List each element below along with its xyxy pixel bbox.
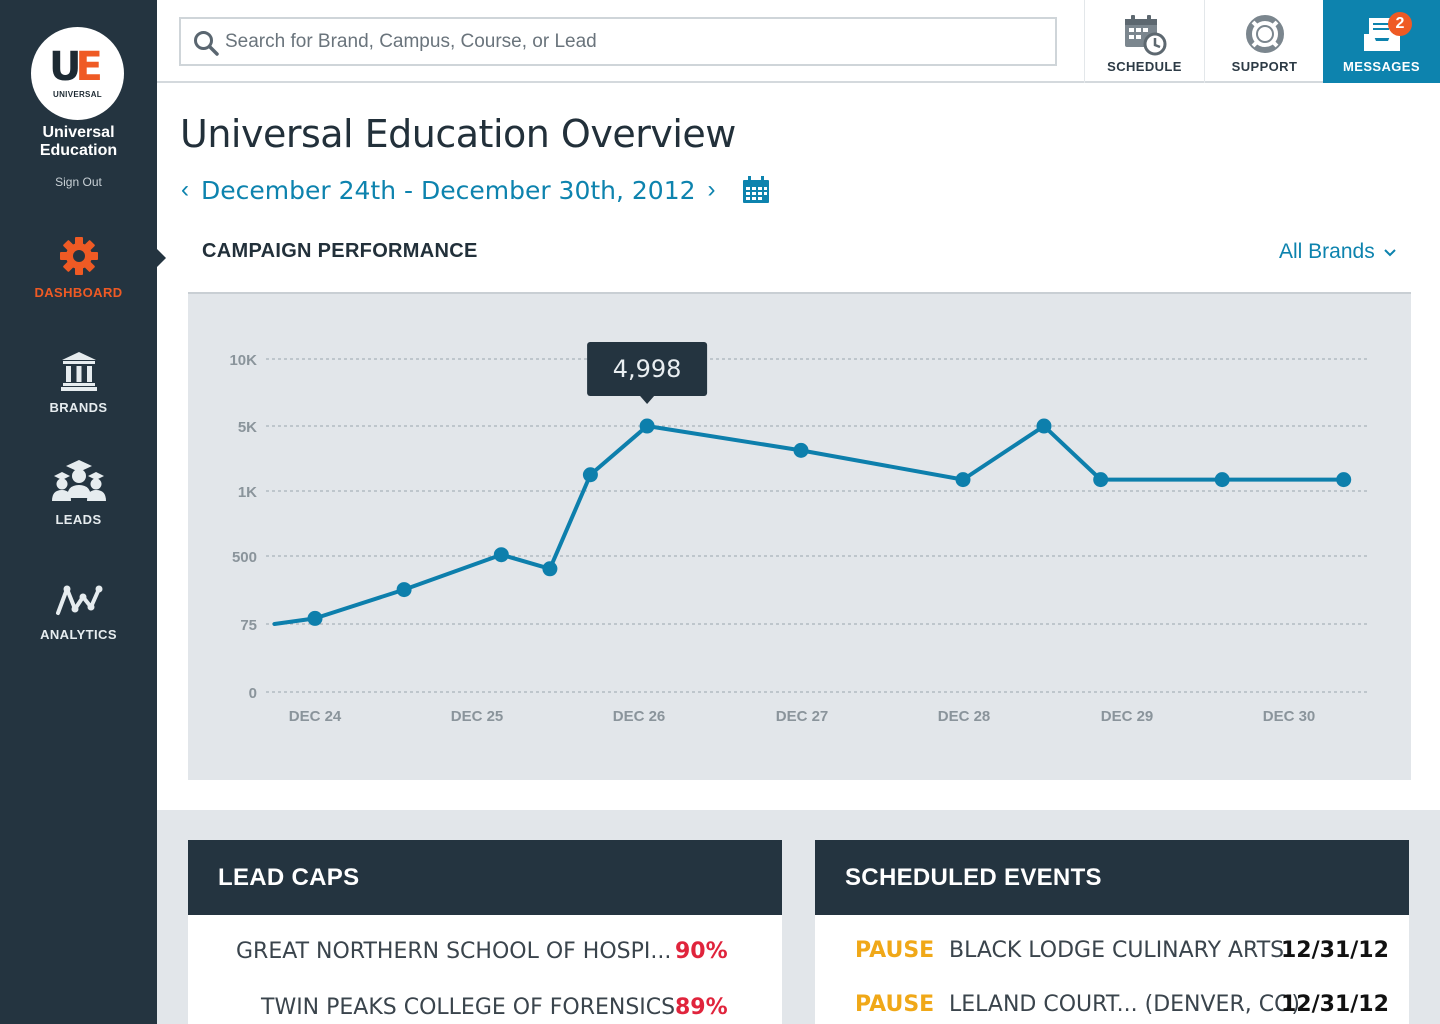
tooltip-pointer: [640, 396, 655, 405]
series-line: [272, 424, 1346, 626]
sidebar-item-label: ANALYTICS: [40, 627, 117, 642]
y-tick-label: 500: [232, 549, 257, 566]
schedule-label: SCHEDULE: [1107, 59, 1182, 74]
event-action: PAUSE: [855, 992, 935, 1017]
data-point: [1336, 472, 1352, 488]
page-title: Universal Education Overview: [180, 112, 736, 156]
logo-subtitle: UNIVERSAL: [53, 90, 102, 99]
cap-percentage: 89%: [675, 995, 728, 1020]
logo-mark: UE: [49, 44, 103, 90]
sidebar: UE UNIVERSAL Universal Education Sign Ou…: [0, 0, 166, 1024]
date-range-nav: ‹ December 24th - December 30th, 2012 ›: [177, 172, 770, 208]
sidebar-item-label: LEADS: [55, 512, 102, 527]
sign-out-link[interactable]: Sign Out: [55, 175, 102, 189]
data-point: [582, 467, 598, 483]
messages-label: MESSAGES: [1343, 59, 1420, 74]
x-tick-label: DEC 28: [938, 708, 991, 725]
event-date: 12/31/12: [1281, 992, 1389, 1017]
data-point: [542, 561, 558, 577]
calendar-clock-icon: [1124, 15, 1166, 56]
event-name[interactable]: BLACK LODGE CULINARY ARTS: [949, 938, 1285, 963]
data-point: [793, 442, 809, 458]
lifebuoy-icon: [1245, 15, 1284, 53]
list-item-value: 89%: [675, 995, 728, 1024]
list-item[interactable]: GREAT NORTHERN SCHOOL OF HOSPI...: [236, 939, 671, 969]
sidebar-item-leads[interactable]: LEADS: [0, 458, 157, 527]
support-button[interactable]: SUPPORT: [1204, 0, 1324, 83]
data-point: [1036, 418, 1052, 434]
data-point: [955, 472, 971, 488]
institution-icon: [60, 352, 97, 391]
sidebar-item-label: BRANDS: [49, 400, 108, 415]
org-name: Universal Education: [39, 124, 118, 159]
graduates-icon: [51, 460, 106, 501]
inbox-icon: [1363, 18, 1400, 51]
y-tick-label: 75: [240, 617, 257, 634]
analytics-icon: [55, 585, 102, 615]
lead-caps-card: LEAD CAPS GREAT NORTHERN SCHOOL OF HOSPI…: [188, 840, 782, 1024]
scheduled-events-card: SCHEDULED EVENTS PAUSE BLACK LODGE CULIN…: [815, 840, 1409, 1024]
prev-week-arrow[interactable]: ‹: [181, 176, 189, 203]
date-range-label[interactable]: December 24th - December 30th, 2012: [201, 175, 696, 205]
x-tick-label: DEC 29: [1101, 708, 1154, 725]
x-tick-label: DEC 24: [289, 708, 342, 725]
chevron-down-icon: [1383, 249, 1396, 257]
line-chart: 0 75 500 1K 5K 10K DEC 24 DEC 25 DEC 26 DEC 27 DEC…: [229, 342, 1368, 725]
y-tick-label: 1K: [238, 484, 257, 501]
sidebar-item-dashboard[interactable]: DASHBOARD: [0, 235, 157, 300]
x-tick-label: DEC 27: [776, 708, 829, 725]
brand-logo[interactable]: UE UNIVERSAL: [31, 27, 124, 120]
data-point: [639, 418, 655, 434]
cap-percentage: 90%: [675, 939, 728, 964]
search-box[interactable]: [179, 17, 1057, 66]
data-point: [1093, 472, 1109, 488]
support-label: SUPPORT: [1231, 59, 1298, 74]
sidebar-item-brands[interactable]: BRANDS: [0, 350, 157, 415]
top-bar: SCHEDULE SUPPORT 2 MESSAGES: [157, 0, 1440, 83]
schedule-button[interactable]: SCHEDULE: [1084, 0, 1204, 83]
data-point: [493, 547, 509, 563]
calendar-icon[interactable]: [742, 176, 770, 204]
list-item[interactable]: TWIN PEAKS COLLEGE OF FORENSICS: [261, 995, 675, 1024]
next-week-arrow[interactable]: ›: [707, 176, 716, 203]
y-tick-label: 0: [249, 685, 257, 702]
campaign-performance-heading: CAMPAIGN PERFORMANCE: [202, 240, 478, 262]
lead-caps-title: LEAD CAPS: [188, 840, 782, 915]
messages-count-badge: 2: [1388, 12, 1412, 36]
brand-filter-label: All Brands: [1279, 240, 1375, 263]
tooltip-value: 4,998: [613, 355, 682, 383]
sidebar-item-label: DASHBOARD: [34, 285, 123, 300]
school-name: GREAT NORTHERN SCHOOL OF HOSPI...: [236, 939, 672, 964]
event-name[interactable]: LELAND COURT... (DENVER, CO): [949, 992, 1300, 1017]
gear-icon: [59, 237, 98, 275]
data-point: [396, 582, 412, 598]
event-action: PAUSE: [855, 938, 935, 963]
x-tick-label: DEC 30: [1263, 708, 1316, 725]
campaign-chart: 0 75 500 1K 5K 10K DEC 24 DEC 25 DEC 26 DEC 27 DEC…: [188, 292, 1411, 780]
messages-button[interactable]: 2 MESSAGES: [1323, 0, 1440, 83]
search-icon: [194, 31, 219, 56]
tooltip-box: [587, 342, 708, 397]
y-tick-label: 10K: [229, 352, 257, 369]
list-item-value: 90%: [675, 939, 728, 969]
y-tick-label: 5K: [238, 419, 257, 436]
data-point: [1214, 472, 1230, 488]
x-tick-label: DEC 26: [613, 708, 666, 725]
brand-filter-dropdown[interactable]: All Brands: [1279, 240, 1397, 264]
scheduled-events-title: SCHEDULED EVENTS: [815, 840, 1409, 915]
data-point: [307, 610, 323, 626]
x-tick-label: DEC 25: [451, 708, 504, 725]
sidebar-item-analytics[interactable]: ANALYTICS: [0, 583, 157, 642]
active-indicator: [157, 249, 166, 267]
school-name: TWIN PEAKS COLLEGE OF FORENSICS: [261, 995, 676, 1020]
search-input[interactable]: [225, 19, 1045, 64]
event-date: 12/31/12: [1281, 938, 1389, 963]
